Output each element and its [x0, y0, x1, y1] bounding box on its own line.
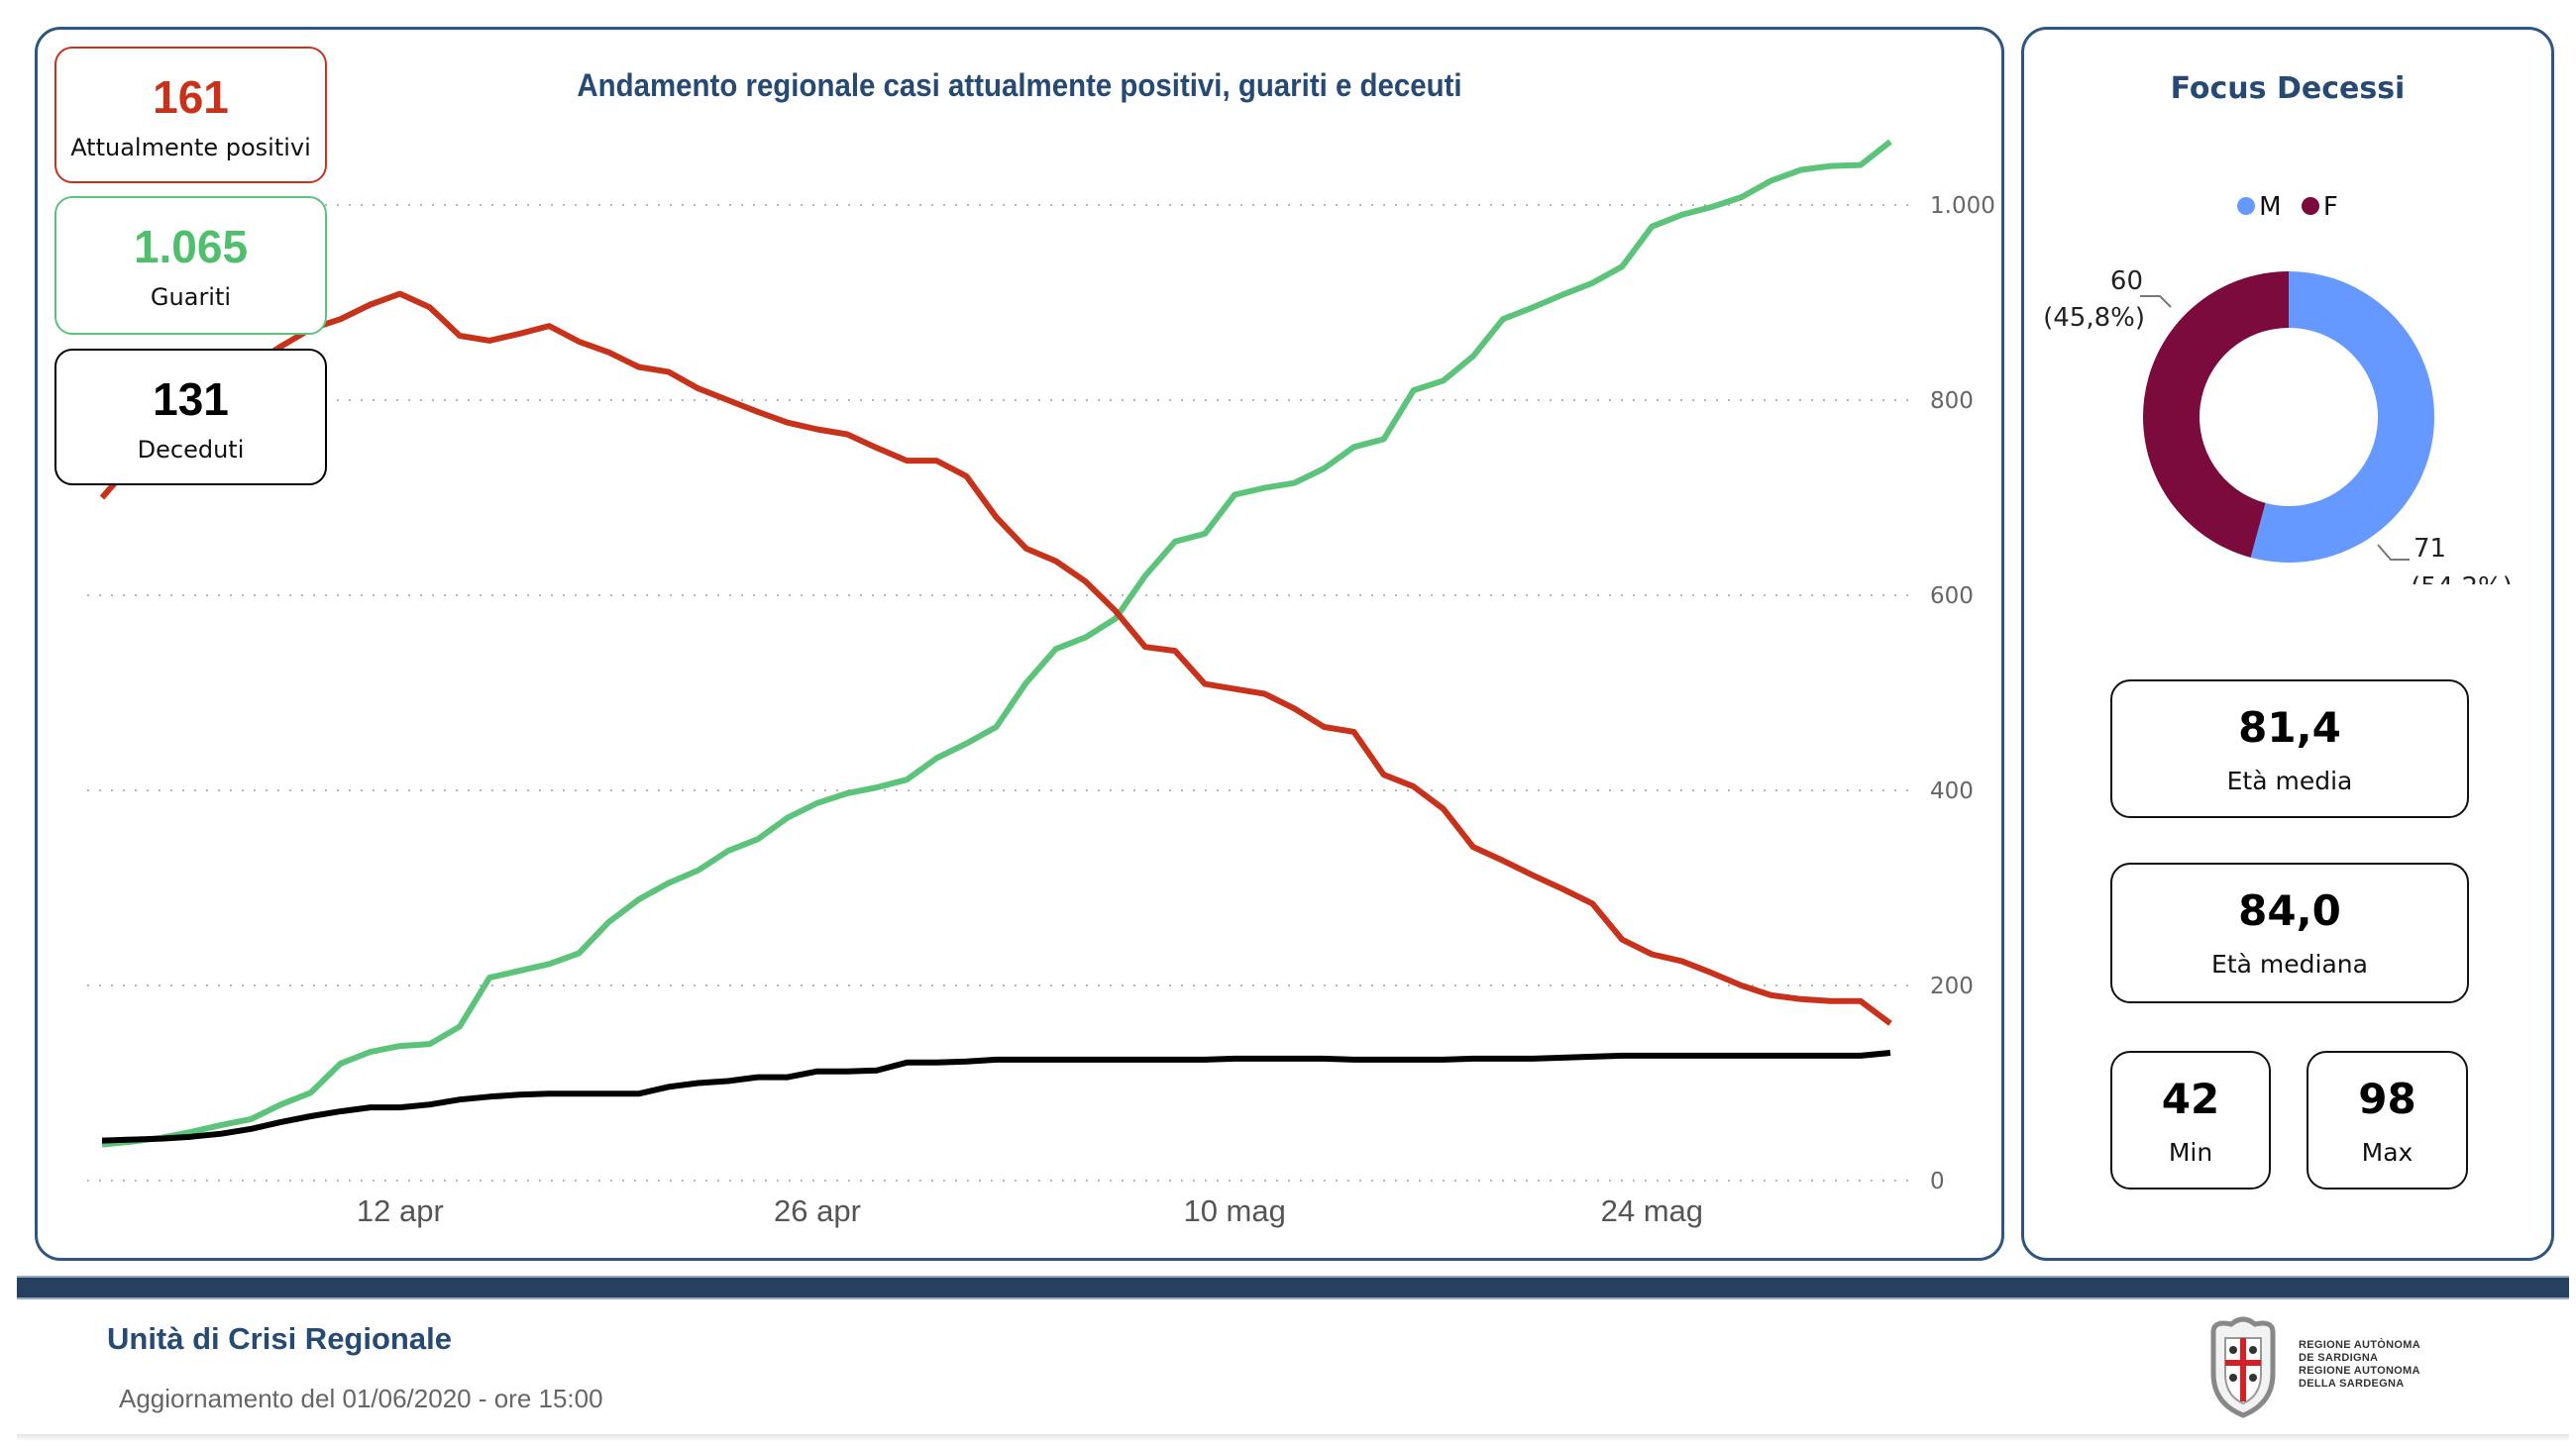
footer-divider-bar [17, 1276, 2569, 1299]
coat-of-arms-icon [2210, 1316, 2276, 1418]
donut-label-f-pct: (45,8%) [2043, 303, 2145, 333]
donut-label-m-pct: (54,2%) [2411, 572, 2513, 584]
update-timestamp: Aggiornamento del 01/06/2020 - ore 15:00 [119, 1384, 603, 1413]
stat-value: 42 [2161, 1075, 2220, 1123]
kpi-label: Guariti [150, 283, 232, 311]
donut-label-m-value: 71 [2414, 534, 2446, 564]
stat-label: Max [2361, 1138, 2414, 1167]
legend-dot-icon [2301, 196, 2319, 215]
footer-title: Unità di Crisi Regionale [107, 1321, 452, 1356]
series-line-attualmente-positivi[interactable] [99, 290, 1892, 1026]
y-tick-label: 800 [1930, 388, 1974, 414]
gender-donut-chart: 60 (45,8%) 71 (54,2%) [2043, 266, 2513, 584]
donut-label-f-value: 60 [2110, 266, 2143, 296]
kpi-deceduti: 131 Deceduti [54, 349, 327, 485]
series-lines [99, 139, 1892, 1148]
focus-decessi-panel: Focus Decessi M F 60 (45,8%) 71 (54,2%) … [2021, 27, 2554, 1261]
legend-label: M [2259, 192, 2282, 222]
regione-sardegna-logo [2210, 1316, 2276, 1418]
kpi-value: 131 [153, 373, 229, 425]
stat-eta-max: 98 Max [2307, 1051, 2468, 1190]
stat-eta-mediana: 84,0 Età mediana [2110, 863, 2469, 1003]
logo-line: REGIONE AUTÒNOMA [2299, 1339, 2420, 1351]
donut-legend: M F [2024, 192, 2551, 222]
x-tick-label: 10 mag [1183, 1193, 1285, 1228]
leader-line-f [2140, 295, 2172, 308]
stat-value: 84,0 [2238, 886, 2341, 935]
stat-eta-min: 42 Min [2110, 1051, 2271, 1190]
legend-dot-icon [2237, 196, 2256, 215]
y-tick-label: 1.000 [1930, 193, 1995, 219]
kpi-label: Deceduti [137, 436, 245, 464]
x-tick-label: 24 mag [1601, 1193, 1703, 1228]
kpi-value: 1.065 [133, 221, 249, 272]
logo-line: DELLA SARDEGNA [2299, 1378, 2405, 1390]
footer-shadow [17, 1434, 2569, 1440]
y-tick-label: 600 [1930, 583, 1974, 609]
chart-title: Andamento regionale casi attualmente pos… [577, 67, 1462, 103]
kpi-attualmente-positivi: 161 Attualmente positivi [54, 47, 327, 183]
stat-label: Età mediana [2211, 950, 2368, 979]
gridlines [87, 204, 1917, 1182]
stat-eta-media: 81,4 Età media [2110, 679, 2469, 818]
logo-line: DE SARDIGNA [2299, 1352, 2379, 1364]
kpi-guariti: 1.065 Guariti [54, 196, 327, 335]
leader-line-m [2377, 544, 2410, 561]
y-tick-label: 400 [1930, 778, 1974, 804]
kpi-value: 161 [153, 71, 229, 123]
series-line-deceduti[interactable] [101, 1050, 1891, 1144]
y-tick-label: 0 [1930, 1169, 1945, 1194]
legend-item-f[interactable]: F [2301, 192, 2338, 222]
x-tick-label: 26 apr [774, 1193, 861, 1228]
legend-item-m[interactable]: M [2237, 192, 2282, 222]
kpi-label: Attualmente positivi [70, 134, 311, 161]
donut-slice-m[interactable] [2250, 271, 2434, 564]
stat-value: 81,4 [2238, 703, 2341, 752]
logo-line: REGIONE AUTONOMA [2299, 1365, 2420, 1377]
y-axis-ticks: 0 200 400 600 800 1.000 [1930, 193, 1995, 1194]
y-tick-label: 200 [1930, 974, 1974, 999]
x-tick-label: 12 apr [357, 1193, 444, 1228]
stat-label: Min [2168, 1138, 2213, 1167]
stat-label: Età media [2226, 767, 2353, 795]
donut-slice-f[interactable] [2143, 271, 2289, 558]
x-axis-ticks: 12 apr 26 apr 10 mag 24 mag [357, 1193, 1703, 1228]
legend-label: F [2322, 192, 2338, 222]
logo-text: REGIONE AUTÒNOMA DE SARDIGNA REGIONE AUT… [2299, 1339, 2420, 1391]
stat-value: 98 [2358, 1075, 2416, 1123]
focus-title: Focus Decessi [2170, 71, 2406, 106]
series-line-guariti[interactable] [101, 139, 1892, 1148]
